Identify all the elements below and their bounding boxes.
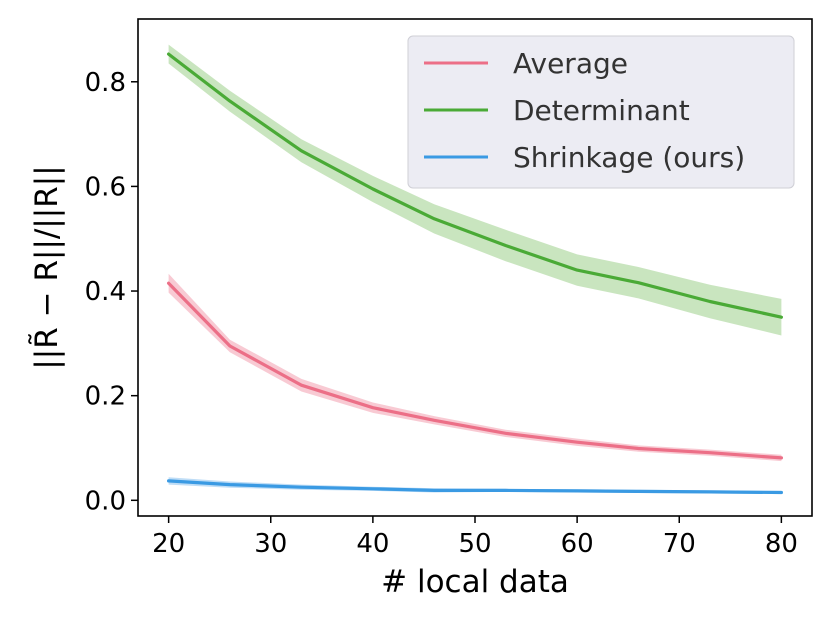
legend: Average Determinant Shrinkage (ours) [407,35,795,189]
series-lines [167,52,784,495]
x-tick-label: 70 [663,529,696,559]
y-axis-ticks: 0.0 0.2 0.4 0.6 0.8 [85,68,138,516]
line-series-1 [167,52,784,319]
y-tick-label: 0.0 [85,486,126,516]
line-series-0 [167,281,784,460]
band-series-1 [168,44,782,336]
y-tick-label: 0.8 [85,68,126,98]
y-tick-label: 0.2 [85,382,126,412]
y-tick-label: 0.4 [85,277,126,307]
legend-box [407,35,795,189]
x-tick-label: 60 [561,529,594,559]
x-tick-label: 50 [458,529,491,559]
x-tick-label: 40 [356,529,389,559]
y-tick-label: 0.6 [85,172,126,202]
x-axis-label: # local data [381,564,569,600]
y-axis-label: ||R̃ − R||/||R|| [29,165,65,369]
legend-label-0: Average [513,47,628,80]
x-tick-label: 20 [152,529,185,559]
legend-label-1: Determinant [513,94,690,127]
x-axis-ticks: 20 30 40 50 60 70 80 [152,516,798,559]
x-tick-label: 30 [254,529,287,559]
legend-label-2: Shrinkage (ours) [513,141,745,174]
x-tick-label: 80 [765,529,798,559]
line-series-2 [167,479,784,495]
